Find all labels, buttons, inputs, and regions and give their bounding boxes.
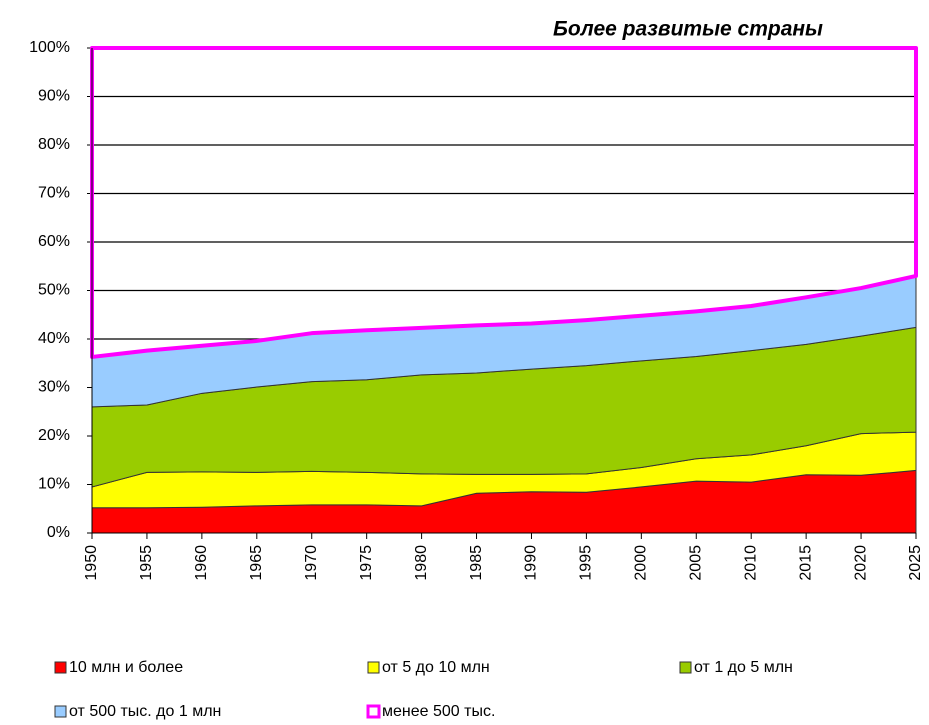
x-tick-label: 2005: [687, 545, 704, 581]
legend-label: менее 500 тыс.: [382, 703, 495, 720]
x-tick-label: 1980: [413, 545, 430, 581]
x-tick-label: 2015: [797, 545, 814, 581]
x-tick-label: 1950: [83, 545, 100, 581]
legend-swatch: [367, 661, 380, 674]
y-tick-label: 50%: [38, 282, 70, 299]
x-tick-label: 1975: [358, 545, 375, 581]
x-tick-label: 1960: [193, 545, 210, 581]
legend-label: 10 млн и более: [69, 659, 183, 676]
y-tick-label: 100%: [29, 39, 70, 56]
x-tick-label: 1970: [303, 545, 320, 581]
y-tick-label: 40%: [38, 330, 70, 347]
y-tick-label: 10%: [38, 476, 70, 493]
x-tick-label: 1990: [523, 545, 540, 581]
legend-swatch: [679, 661, 692, 674]
legend-label: от 5 до 10 млн: [382, 659, 490, 676]
legend-swatch: [54, 705, 67, 718]
chart-title: Более развитые страны: [553, 18, 823, 41]
x-tick-label: 2010: [742, 545, 759, 581]
x-tick-label: 1985: [468, 545, 485, 581]
legend-swatch: [54, 661, 67, 674]
x-tick-label: 1955: [138, 545, 155, 581]
y-tick-label: 0%: [47, 524, 70, 541]
legend-swatch: [366, 704, 381, 719]
x-tick-label: 1995: [578, 545, 595, 581]
x-tick-label: 1965: [248, 545, 265, 581]
x-tick-label: 2025: [907, 545, 924, 581]
y-tick-label: 60%: [38, 233, 70, 250]
legend-label: от 500 тыс. до 1 млн: [69, 703, 221, 720]
area-outline: [90, 46, 918, 359]
y-tick-label: 30%: [38, 379, 70, 396]
area: [92, 48, 916, 357]
y-tick-label: 80%: [38, 136, 70, 153]
legend-label: от 1 до 5 млн: [694, 659, 793, 676]
y-tick-label: 70%: [38, 185, 70, 202]
x-tick-label: 2000: [633, 545, 650, 581]
x-tick-label: 2020: [852, 545, 869, 581]
y-tick-label: 90%: [38, 88, 70, 105]
y-tick-label: 20%: [38, 427, 70, 444]
